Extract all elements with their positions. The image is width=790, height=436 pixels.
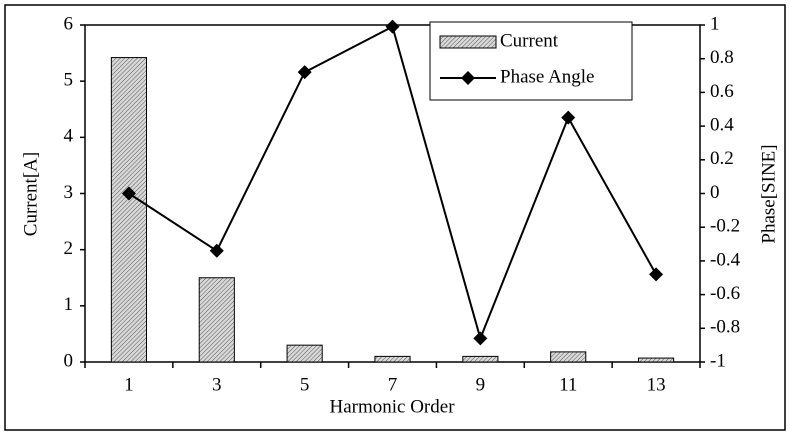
bar [550, 351, 587, 363]
x-tick-label: 13 [647, 374, 666, 395]
y2-tick-label: -1 [710, 350, 726, 371]
y-axis-label: Current[A] [20, 152, 41, 236]
y-tick-label: 1 [64, 294, 74, 315]
y-tick-label: 2 [64, 238, 74, 259]
legend-label: Current [500, 30, 559, 51]
y2-tick-label: 1 [710, 13, 720, 34]
marker [121, 186, 136, 201]
y2-tick-label: -0.8 [710, 317, 740, 338]
bar [462, 355, 499, 363]
y-tick-label: 3 [64, 182, 74, 203]
y2-tick-label: -0.6 [710, 283, 740, 304]
y2-tick-label: 0 [710, 182, 720, 203]
y-tick-label: 4 [64, 126, 74, 147]
y-tick-label: 6 [64, 13, 74, 34]
bar [286, 344, 323, 363]
x-tick-label: 5 [300, 374, 310, 395]
legend-label: Phase Angle [500, 66, 594, 87]
marker [297, 65, 312, 80]
marker [649, 267, 664, 282]
y-tick-label: 5 [64, 70, 74, 91]
bar [374, 355, 411, 363]
marker [561, 110, 576, 125]
y2-tick-label: 0.4 [710, 114, 734, 135]
bar [638, 357, 675, 363]
x-tick-label: 7 [388, 374, 398, 395]
legend [429, 21, 633, 101]
y-tick-label: 0 [64, 350, 74, 371]
x-tick-label: 3 [212, 374, 222, 395]
y2-tick-label: 0.2 [710, 148, 734, 169]
bar [198, 277, 235, 363]
x-tick-label: 1 [124, 374, 134, 395]
y2-tick-label: 0.8 [710, 47, 734, 68]
y2-axis-label: Phase[SINE] [758, 144, 779, 243]
y2-tick-label: 0.6 [710, 81, 734, 102]
legend-swatch [439, 35, 497, 49]
y2-tick-label: -0.2 [710, 216, 740, 237]
marker [473, 331, 488, 346]
bar [110, 57, 147, 363]
marker [385, 19, 400, 34]
x-tick-label: 9 [476, 374, 486, 395]
x-tick-label: 11 [559, 374, 577, 395]
x-axis-label: Harmonic Order [329, 396, 455, 417]
y2-tick-label: -0.4 [710, 249, 741, 270]
legend-marker [461, 71, 475, 85]
marker [209, 243, 224, 258]
